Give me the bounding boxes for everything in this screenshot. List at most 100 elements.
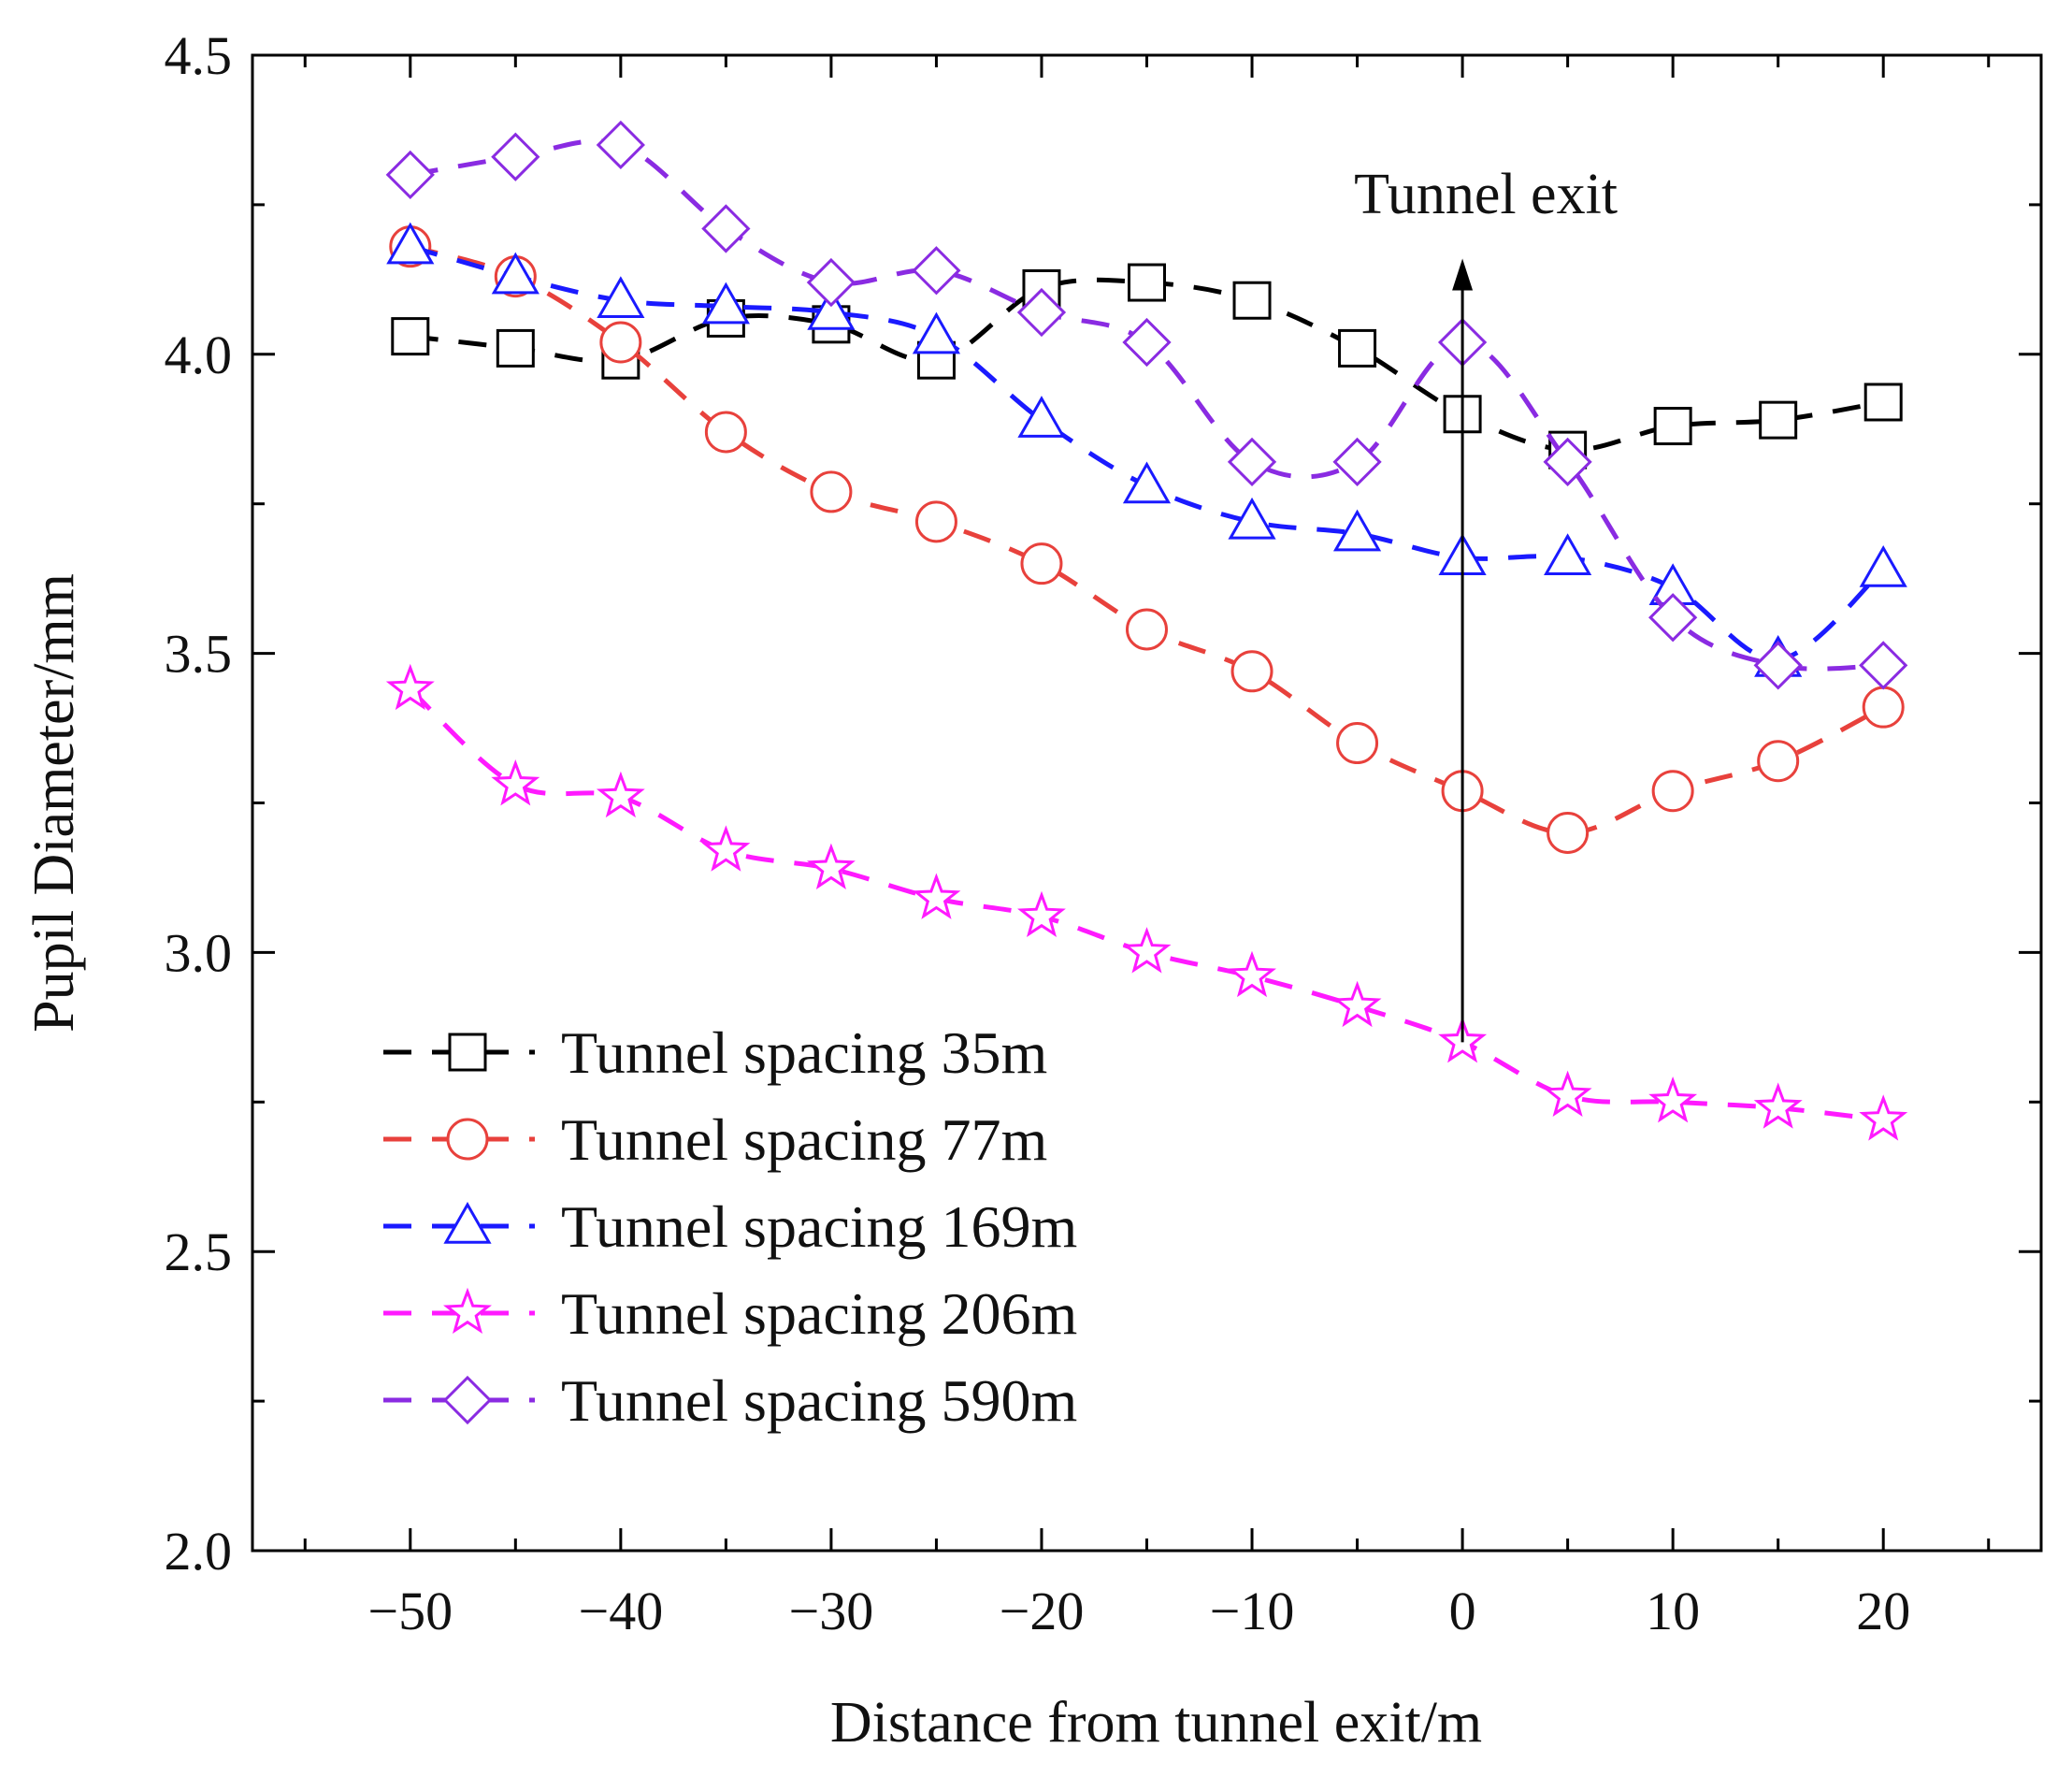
y-tick-label: 4.0 [165,325,233,385]
legend-item-1: Tunnel spacing 77m [383,1106,1047,1173]
data-point [912,873,961,919]
data-point [496,328,535,368]
legend-marker [443,1287,492,1335]
data-point [806,843,856,889]
y-tick-label: 3.5 [165,624,233,685]
data-point [491,252,540,295]
y-axis-title: Pupil Diameter/mm [22,573,86,1033]
data-point [491,132,540,181]
legend-item-0: Tunnel spacing 35m [383,1019,1047,1086]
data-point [1128,263,1166,302]
annotation-layer: Tunnel exit [1354,163,1618,1043]
data-point [1859,545,1907,587]
data-point [807,288,856,330]
legend-label: Tunnel spacing 77m [561,1106,1047,1173]
legend-label: Tunnel spacing 590m [561,1367,1077,1434]
legend-label: Tunnel spacing 35m [561,1019,1047,1086]
series-2 [386,222,1907,677]
data-point [1648,1076,1698,1123]
data-point [1227,437,1277,487]
x-tick-label: −10 [1210,1581,1295,1641]
data-point [1332,509,1382,552]
data-point [1336,722,1379,765]
data-point [810,470,853,513]
x-tick-label: −30 [789,1581,874,1641]
data-point [1017,396,1066,438]
data-point [1126,608,1168,651]
data-point [1122,927,1172,974]
data-point [1651,770,1694,813]
data-point [704,411,747,454]
data-point [1753,1082,1803,1129]
legend-marker [443,1201,492,1244]
data-point [1122,461,1172,504]
data-point [1859,1094,1908,1141]
data-point [701,825,751,872]
data-point [1228,950,1276,998]
data-point [1859,641,1908,690]
y-tick-label: 4.5 [165,25,233,86]
legend-item-4: Tunnel spacing 590m [383,1367,1077,1434]
data-point [701,282,750,325]
axes-layer: −50 −40 −30 −20 −10 0 10 20 2.0 2.5 3.0 3.5 4.0 4.5 Di… [22,25,2043,1755]
legend-marker [446,1118,489,1161]
x-tick-label: 20 [1856,1581,1910,1641]
x-tick-label: 0 [1449,1581,1476,1641]
data-point [597,276,645,318]
data-point [1759,400,1798,440]
data-point [1544,533,1592,576]
legend: Tunnel spacing 35m Tunnel spacing 77m Tunn… [383,1019,1077,1434]
data-point [914,500,957,543]
x-axis-title: Distance from tunnel exit/m [830,1691,1482,1755]
data-point [1020,542,1063,585]
data-point [912,246,961,296]
data-point [1228,497,1276,540]
data-point [385,150,435,200]
data-point [1753,641,1803,690]
data-point [1338,328,1377,368]
data-point [596,771,645,818]
y-tick-label: 3.0 [165,922,233,983]
y-tick-label: 2.5 [165,1221,233,1282]
data-point [491,759,540,806]
legend-item-3: Tunnel spacing 206m [383,1280,1077,1347]
data-point [1543,437,1592,487]
series-1 [389,225,1905,854]
series-3 [385,663,1908,1141]
legend-label: Tunnel spacing 169m [561,1193,1077,1260]
data-point [1017,890,1066,938]
data-point [599,321,642,364]
data-point [1863,383,1903,422]
data-point [596,120,645,170]
data-point [1547,811,1590,854]
data-point [391,317,430,356]
data-point [1232,281,1272,320]
data-point [1543,1070,1592,1117]
data-point [1016,287,1067,338]
x-tick-label: −40 [578,1581,663,1641]
data-point [1757,740,1800,783]
x-tick-label: −20 [1000,1581,1085,1641]
y-tick-label: 2.0 [165,1521,233,1582]
data-point [1648,593,1698,643]
data-point [1653,407,1692,446]
annotation-text: Tunnel exit [1354,163,1618,226]
data-point [1862,686,1905,729]
series-line [410,138,1884,672]
legend-marker [448,1033,487,1072]
data-point [385,663,435,711]
series-4 [385,120,1908,690]
series-layer [385,120,1908,1141]
data-point [1332,437,1382,487]
annotation-arrow-head [1452,258,1474,291]
data-point [386,222,435,265]
data-point [701,204,751,253]
legend-label: Tunnel spacing 206m [561,1280,1077,1347]
data-point [1332,980,1382,1028]
data-point [1122,317,1172,368]
x-tick-label: 10 [1646,1581,1700,1641]
data-point [806,257,856,308]
legend-marker [442,1375,493,1425]
